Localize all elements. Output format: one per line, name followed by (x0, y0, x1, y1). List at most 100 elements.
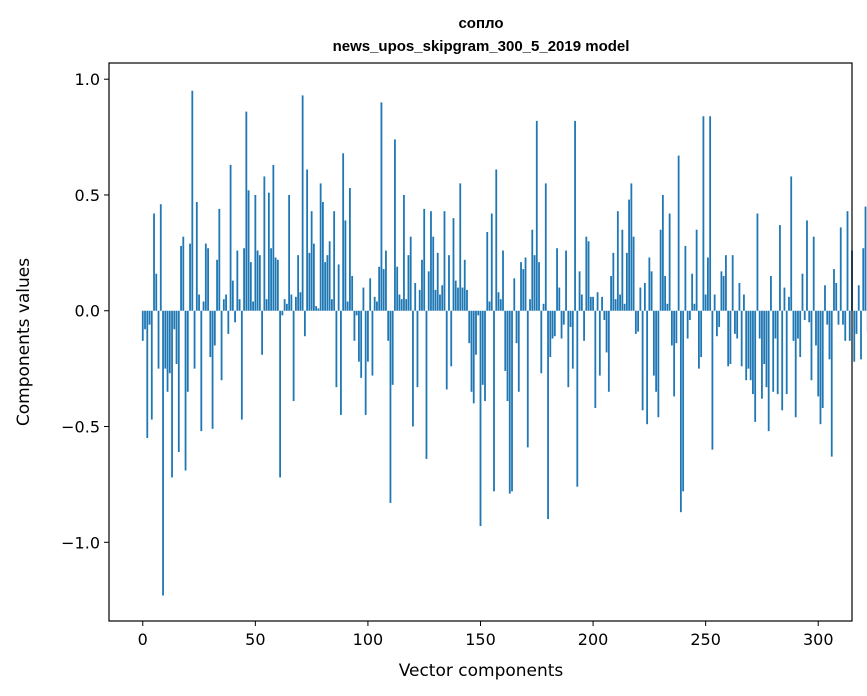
bar (711, 310, 714, 450)
bar (155, 273, 158, 311)
bar (301, 95, 304, 311)
bar (454, 280, 457, 311)
bar (335, 310, 338, 388)
bar (614, 299, 617, 311)
bar (763, 310, 766, 364)
bar (202, 301, 205, 311)
bar (770, 276, 772, 311)
bar (252, 301, 254, 311)
bar (833, 269, 835, 311)
bar (236, 250, 239, 311)
bar (227, 310, 230, 334)
bar (621, 229, 624, 311)
bar (560, 310, 563, 339)
bar (855, 310, 858, 334)
bar (186, 310, 189, 392)
bar (819, 310, 822, 425)
bar (853, 310, 856, 362)
bar (288, 194, 291, 311)
bar (396, 266, 399, 311)
bar (544, 183, 547, 311)
bar (716, 310, 718, 337)
bar (531, 229, 534, 311)
bar (682, 310, 685, 492)
bar-series (141, 90, 867, 596)
bar (508, 310, 511, 494)
bar (558, 287, 561, 311)
bar (195, 201, 198, 311)
bar (499, 299, 502, 311)
bar (299, 292, 302, 311)
bar (412, 310, 414, 427)
bar (740, 310, 743, 367)
bar (234, 310, 236, 323)
bar (407, 255, 410, 311)
bar (657, 310, 660, 418)
bar (648, 257, 651, 311)
x-tick-label: 50 (245, 630, 265, 649)
bar (344, 220, 347, 311)
bar (308, 252, 311, 311)
bar (213, 310, 216, 346)
bar (601, 296, 603, 311)
bar (641, 310, 644, 411)
bar (418, 289, 421, 311)
bar (461, 287, 464, 311)
bar (382, 269, 385, 311)
bar (148, 310, 151, 325)
bar (191, 90, 194, 311)
bar (729, 310, 732, 364)
bar (700, 310, 703, 358)
bar (684, 245, 687, 311)
bar (616, 211, 619, 311)
bar (551, 310, 554, 339)
bar (328, 241, 331, 311)
bar (765, 310, 768, 388)
bar (421, 259, 423, 311)
bar (848, 310, 851, 341)
bar (637, 310, 640, 332)
bar (182, 236, 185, 311)
bar (267, 192, 270, 311)
bar (526, 310, 529, 448)
bar (596, 292, 599, 311)
bar (367, 310, 369, 362)
bar (391, 310, 394, 385)
bar (441, 285, 444, 311)
bar (589, 296, 592, 311)
bar (788, 296, 790, 311)
bar (857, 285, 860, 311)
bar (331, 299, 333, 311)
bar (434, 289, 437, 311)
bar (317, 308, 320, 311)
bar (150, 310, 153, 420)
bar (659, 229, 662, 311)
bar (463, 259, 466, 311)
bar (218, 208, 221, 311)
bar (294, 296, 297, 311)
bar (803, 310, 806, 320)
x-tick-label: 250 (690, 630, 721, 649)
bar (351, 276, 354, 311)
bar (598, 310, 601, 376)
bar (303, 310, 306, 337)
bar (634, 310, 637, 334)
bar (279, 310, 282, 478)
bar (261, 310, 263, 355)
bar (477, 310, 480, 316)
bar (639, 287, 642, 311)
bar (693, 303, 696, 311)
bar (610, 276, 612, 311)
plot-frame (108, 62, 853, 622)
bar (821, 310, 824, 408)
bar (713, 294, 716, 311)
bar (466, 289, 468, 311)
bar (513, 278, 516, 311)
bar (761, 310, 763, 399)
bar (490, 213, 493, 311)
bar (207, 248, 209, 311)
bar (529, 299, 531, 311)
y-tick-label: −1.0 (61, 533, 100, 552)
bar (612, 252, 615, 311)
bar (200, 310, 203, 432)
